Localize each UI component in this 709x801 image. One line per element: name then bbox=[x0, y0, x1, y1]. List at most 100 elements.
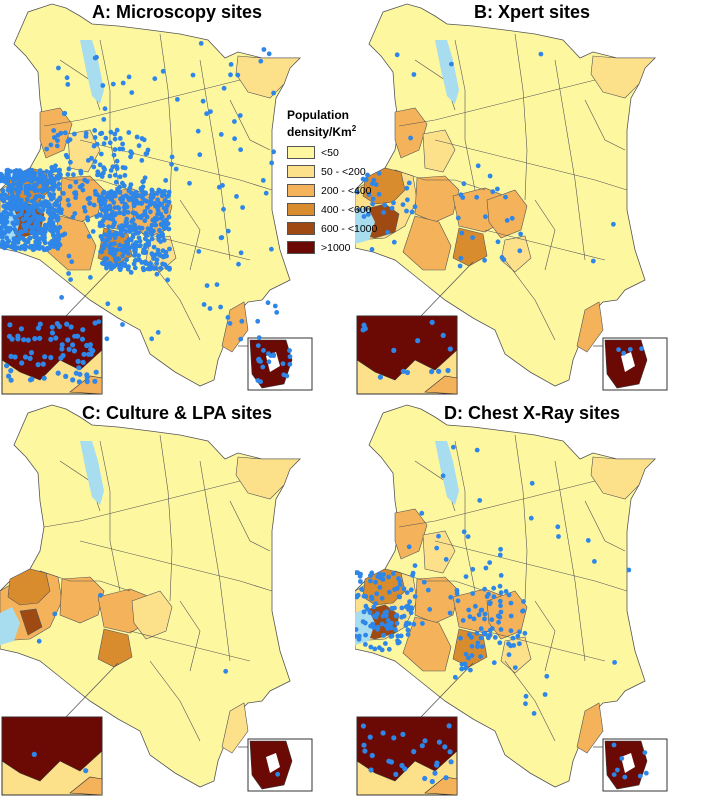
test-site-point bbox=[165, 277, 171, 283]
test-site-point bbox=[40, 194, 46, 200]
test-site-point bbox=[240, 205, 246, 210]
test-site-point bbox=[25, 187, 30, 193]
test-site-point bbox=[407, 599, 412, 605]
test-site-point bbox=[142, 209, 148, 214]
mombasa-site-point bbox=[616, 347, 621, 352]
test-site-point bbox=[20, 217, 26, 223]
test-site-point bbox=[388, 634, 394, 639]
test-site-point bbox=[238, 147, 244, 153]
test-site-point bbox=[129, 150, 135, 156]
test-site-point bbox=[97, 162, 103, 168]
density-region bbox=[39, 107, 73, 159]
test-site-point bbox=[483, 214, 488, 220]
test-site-point bbox=[38, 230, 44, 236]
test-site-point bbox=[126, 74, 132, 80]
legend-item: 600 - <1000 bbox=[287, 219, 377, 238]
test-site-point bbox=[55, 138, 60, 144]
population-density-legend: Population density/Km2 <50 50 - <200 200 -… bbox=[287, 108, 377, 257]
test-site-point bbox=[32, 223, 38, 228]
test-site-point bbox=[24, 215, 30, 221]
county-boundary bbox=[159, 33, 173, 201]
mombasa-site-point bbox=[611, 742, 617, 748]
nairobi-site-point bbox=[8, 368, 14, 374]
test-site-point bbox=[404, 590, 410, 595]
nairobi-site-point bbox=[411, 749, 417, 755]
test-site-point bbox=[120, 146, 126, 152]
test-site-point bbox=[393, 613, 399, 619]
test-site-point bbox=[80, 187, 86, 193]
nairobi-site-point bbox=[79, 336, 86, 342]
test-site-point bbox=[52, 135, 57, 140]
test-site-point bbox=[474, 630, 480, 636]
density-region bbox=[19, 608, 43, 636]
nairobi-site-point bbox=[42, 354, 48, 360]
test-site-point bbox=[103, 209, 109, 215]
test-site-point bbox=[469, 643, 475, 649]
test-site-point bbox=[409, 606, 415, 611]
test-site-point bbox=[506, 641, 511, 647]
legend-title-line2: density/Km bbox=[287, 125, 352, 139]
test-site-point bbox=[100, 237, 105, 242]
nairobi-site-point bbox=[443, 775, 449, 781]
test-site-point bbox=[155, 330, 161, 335]
test-site-point bbox=[379, 647, 385, 653]
test-site-point bbox=[611, 221, 616, 227]
test-site-point bbox=[141, 179, 146, 184]
test-site-point bbox=[373, 579, 378, 585]
test-site-point bbox=[528, 515, 534, 521]
test-site-point bbox=[63, 152, 69, 158]
nairobi-site-point bbox=[436, 368, 442, 374]
test-site-point bbox=[38, 200, 44, 205]
test-site-point bbox=[36, 240, 41, 245]
legend-item: 200 - <400 bbox=[287, 181, 377, 200]
mombasa-inset-water bbox=[621, 352, 635, 372]
test-site-point bbox=[375, 574, 381, 580]
test-site-point bbox=[0, 188, 6, 194]
test-site-point bbox=[9, 205, 15, 211]
test-site-point bbox=[195, 128, 201, 134]
test-site-point bbox=[146, 239, 152, 245]
test-site-point bbox=[117, 136, 123, 141]
test-site-point bbox=[498, 609, 504, 615]
county-boundary bbox=[179, 600, 201, 672]
test-site-point bbox=[161, 237, 167, 243]
test-site-point bbox=[114, 166, 120, 171]
test-site-point bbox=[64, 75, 70, 81]
density-region bbox=[394, 508, 428, 560]
test-site-point bbox=[504, 218, 510, 223]
test-site-point bbox=[36, 638, 42, 644]
test-site-point bbox=[232, 136, 238, 142]
legend-item: 400 - <600 bbox=[287, 200, 377, 219]
test-site-point bbox=[387, 589, 392, 595]
nairobi-site-point bbox=[93, 369, 99, 375]
test-site-point bbox=[114, 158, 120, 164]
test-site-point bbox=[24, 239, 29, 245]
test-site-point bbox=[382, 202, 388, 208]
test-site-point bbox=[399, 605, 405, 611]
map-panel-d: D: Chest X-Ray sites bbox=[355, 401, 709, 801]
test-site-point bbox=[166, 214, 172, 220]
test-site-point bbox=[272, 303, 278, 309]
test-site-point bbox=[120, 141, 125, 147]
test-site-point bbox=[367, 610, 373, 615]
nairobi-site-point bbox=[75, 358, 81, 364]
test-site-point bbox=[159, 193, 165, 199]
test-site-point bbox=[394, 52, 400, 58]
county-boundary bbox=[554, 460, 586, 662]
nairobi-site-point bbox=[386, 758, 392, 764]
test-site-point bbox=[107, 173, 113, 179]
map-panel-b: B: Xpert sites bbox=[355, 0, 709, 400]
test-site-point bbox=[67, 184, 73, 189]
test-site-point bbox=[474, 194, 480, 200]
nairobi-site-point bbox=[76, 365, 82, 371]
test-site-point bbox=[383, 641, 388, 646]
test-site-point bbox=[370, 621, 376, 627]
test-site-point bbox=[16, 189, 22, 195]
test-site-point bbox=[405, 603, 411, 609]
nairobi-site-point bbox=[92, 320, 98, 326]
test-site-point bbox=[28, 175, 34, 181]
legend-item: <50 bbox=[287, 143, 377, 162]
test-site-point bbox=[238, 336, 244, 342]
county-boundary bbox=[454, 440, 476, 592]
test-site-point bbox=[512, 665, 518, 670]
